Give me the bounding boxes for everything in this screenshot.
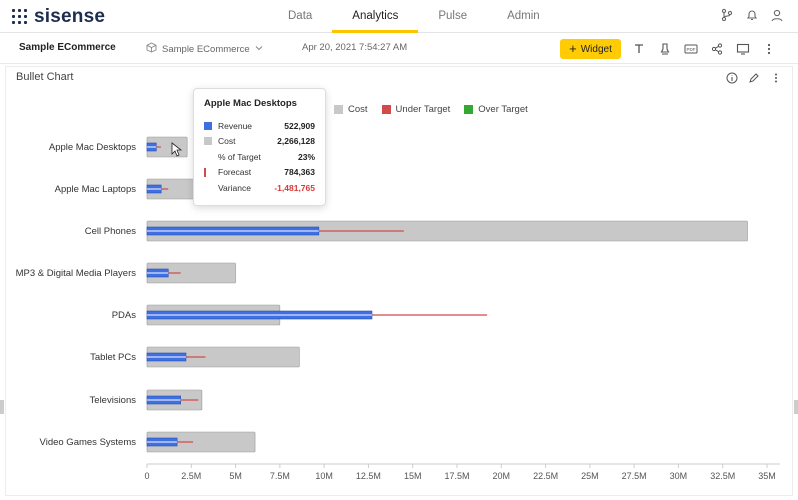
tooltip-row-cost: Cost 2,266,128 — [204, 134, 315, 150]
legend-label: Over Target — [478, 104, 528, 115]
category-label: PDAs — [112, 310, 137, 321]
edit-icon[interactable] — [748, 71, 760, 83]
cube-icon — [146, 42, 157, 56]
legend-swatch-under-target — [381, 105, 391, 114]
legend-label: Under Target — [395, 104, 451, 115]
forecast-tick-marker — [204, 167, 206, 177]
svg-text:PDF: PDF — [687, 47, 696, 52]
toolbar-icons: PDF — [632, 42, 776, 56]
tooltip-label: % of Target — [218, 151, 261, 162]
category-label: Video Games Systems — [40, 437, 137, 448]
tooltip-row-variance: Variance -1,481,765 — [204, 180, 315, 196]
top-bar: sisense Data Analytics Pulse Admin — [0, 0, 798, 33]
tooltip-title: Apple Mac Desktops — [204, 98, 297, 109]
text-icon[interactable] — [632, 42, 646, 56]
add-widget-button[interactable]: + Widget — [560, 39, 621, 59]
tooltip-row-revenue: Revenue 522,909 — [204, 118, 315, 134]
x-tick-label: 5M — [229, 471, 242, 481]
datasource-label: Sample ECommerce — [162, 43, 250, 55]
legend-item-under-target[interactable]: Under Target — [381, 104, 451, 115]
filter-icon[interactable] — [658, 42, 672, 56]
x-tick-label: 15M — [404, 471, 422, 481]
widget-button-label: Widget — [580, 43, 612, 55]
nav-tab-analytics[interactable]: Analytics — [332, 0, 419, 33]
plus-icon: + — [569, 41, 577, 56]
legend-item-cost[interactable]: Cost — [334, 104, 368, 115]
display-icon[interactable] — [736, 42, 750, 56]
dashboard-toolbar: Sample ECommerce Sample ECommerce Apr 20… — [0, 34, 798, 64]
share-icon[interactable] — [710, 42, 724, 56]
tooltip-value: 522,909 — [284, 120, 315, 131]
category-label: Cell Phones — [85, 226, 136, 237]
x-tick-label: 35M — [758, 471, 776, 481]
category-label: Apple Mac Laptops — [55, 184, 137, 195]
x-tick-label: 17.5M — [444, 471, 469, 481]
nav-tab-admin[interactable]: Admin — [507, 10, 540, 22]
top-icons — [720, 8, 784, 22]
chevron-down-icon — [255, 44, 263, 55]
sisense-logo[interactable]: sisense — [12, 6, 105, 28]
legend-swatch-over-target — [464, 105, 474, 114]
datasource-selector[interactable]: Sample ECommerce — [146, 42, 263, 56]
tooltip-label: Variance — [218, 182, 251, 193]
x-tick-label: 32.5M — [710, 471, 735, 481]
empty-marker — [204, 184, 212, 192]
x-tick-label: 10M — [315, 471, 333, 481]
last-updated-timestamp: Apr 20, 2021 7:54:27 AM — [302, 42, 408, 53]
bell-icon[interactable] — [745, 8, 759, 22]
more-icon[interactable] — [762, 42, 776, 56]
mouse-cursor-icon — [171, 142, 183, 157]
user-icon[interactable] — [770, 8, 784, 22]
branch-icon[interactable] — [720, 8, 734, 22]
tooltip-row-forecast: Forecast 784,363 — [204, 165, 315, 181]
widget-title: Bullet Chart — [16, 71, 74, 83]
tooltip-label: Cost — [218, 136, 236, 147]
category-label: Apple Mac Desktops — [49, 142, 136, 153]
more-icon[interactable] — [770, 71, 782, 83]
x-tick-label: 27.5M — [622, 471, 647, 481]
logo-text: sisense — [34, 6, 106, 27]
pdf-icon[interactable]: PDF — [684, 42, 698, 56]
x-tick-label: 30M — [670, 471, 688, 481]
info-icon[interactable] — [726, 71, 738, 84]
x-tick-label: 12.5M — [356, 471, 381, 481]
legend-label: Cost — [348, 104, 368, 115]
tooltip-label: Revenue — [218, 120, 253, 131]
x-tick-label: 7.5M — [270, 471, 290, 481]
x-tick-label: 0 — [144, 471, 149, 481]
left-panel-handle[interactable] — [0, 400, 4, 414]
legend-swatch-cost — [334, 105, 343, 114]
bullet-chart-widget: Bullet Chart — [5, 66, 793, 496]
x-tick-label: 2.5M — [181, 471, 201, 481]
tooltip-value: -1,481,765 — [274, 182, 315, 193]
empty-marker — [204, 153, 212, 161]
nav-tab-data[interactable]: Data — [288, 10, 313, 22]
tooltip-label: Forecast — [218, 167, 252, 178]
chart-tooltip: Apple Mac Desktops Revenue 522,909 Cost … — [193, 88, 326, 206]
category-label: Tablet PCs — [90, 352, 136, 363]
x-tick-label: 25M — [581, 471, 599, 481]
chart-legend: Cost Under Target Over Target — [334, 104, 528, 115]
x-tick-label: 22.5M — [533, 471, 558, 481]
tooltip-value: 2,266,128 — [277, 136, 315, 147]
cost-marker — [204, 137, 212, 146]
category-label: Televisions — [90, 395, 137, 406]
tooltip-row-percent-of-target: % of Target 23% — [204, 149, 315, 165]
nav-tab-pulse[interactable]: Pulse — [438, 10, 468, 22]
right-panel-handle[interactable] — [794, 400, 798, 414]
logo-mark-icon — [12, 9, 28, 25]
x-tick-label: 20M — [493, 471, 511, 481]
legend-item-over-target[interactable]: Over Target — [464, 104, 528, 115]
revenue-marker — [204, 121, 212, 130]
widget-icons — [726, 71, 782, 84]
category-label: MP3 & Digital Media Players — [16, 268, 137, 279]
main-nav: Data Analytics Pulse Admin — [268, 0, 560, 33]
tooltip-value: 784,363 — [284, 167, 315, 178]
tooltip-value: 23% — [297, 151, 315, 162]
dashboard-title: Sample ECommerce — [19, 42, 116, 53]
